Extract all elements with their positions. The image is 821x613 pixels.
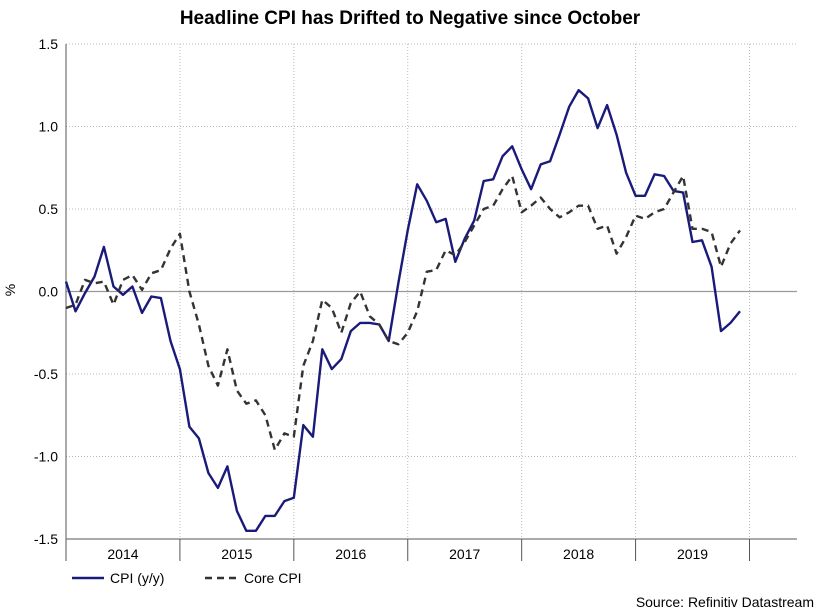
y-tick-label: 1.0 — [39, 119, 59, 135]
y-tick-label: 0.0 — [39, 284, 59, 300]
grid — [66, 43, 797, 539]
y-tick-label: -0.5 — [34, 366, 58, 382]
axes: 1.5 1.0 0.5 0.0 -0.5 -1.0 -1.5 2014 2015 2016 2017… — [34, 36, 797, 562]
legend: CPI (y/y) Core CPI — [72, 570, 302, 586]
source-note: Source: Refinitiv Datastream — [636, 594, 814, 610]
y-tick-label: 1.5 — [39, 36, 59, 52]
legend-label-core-cpi: Core CPI — [244, 570, 302, 586]
x-tick-label: 2019 — [677, 546, 708, 562]
series-layer — [64, 88, 741, 532]
y-axis-label: % — [2, 284, 18, 296]
y-tick-label: -1.5 — [34, 531, 58, 547]
x-tick-label: 2018 — [563, 546, 594, 562]
chart-title: Headline CPI has Drifted to Negative sin… — [180, 8, 641, 29]
series-line-core-cpi — [65, 174, 741, 452]
x-tick-label: 2016 — [335, 546, 366, 562]
x-tick-label: 2017 — [449, 546, 480, 562]
y-tick-label: 0.5 — [39, 201, 59, 217]
x-tick-label: 2015 — [221, 546, 252, 562]
y-tick-label: -1.0 — [34, 449, 58, 465]
legend-label-cpi: CPI (y/y) — [110, 570, 164, 586]
series-line-cpi-y-y — [64, 88, 741, 532]
x-tick-label: 2014 — [107, 546, 138, 562]
